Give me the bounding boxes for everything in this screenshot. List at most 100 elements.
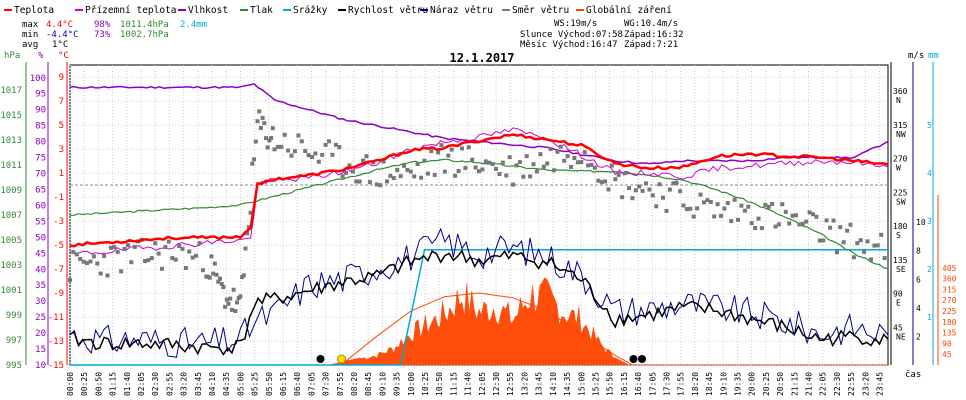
x-tick-label: 06:40 xyxy=(293,372,302,396)
wind-direction-point xyxy=(395,168,400,172)
x-tick-label: 02:05 xyxy=(137,372,146,396)
y-tick-percent: 95 xyxy=(35,90,46,100)
x-tick-label: 00:50 xyxy=(94,372,103,396)
x-tick-label: 20:25 xyxy=(762,372,771,396)
wind-direction-point xyxy=(548,147,553,151)
x-tick-label: 09:35 xyxy=(393,372,402,396)
info-sunrise: Slunce Východ:07:58 xyxy=(520,30,623,40)
wind-direction-point xyxy=(102,253,107,258)
wind-direction-point xyxy=(644,181,648,186)
wind-direction-point xyxy=(821,238,826,243)
wind-direction-point xyxy=(207,275,212,280)
wind-direction-point xyxy=(279,144,284,149)
y-tick-direction: 270 xyxy=(893,155,908,164)
y-tick-celsius: -9 xyxy=(53,289,64,299)
wind-direction-point xyxy=(466,145,471,150)
x-tick-label: 02:30 xyxy=(151,372,160,396)
x-tick-label: 10:25 xyxy=(421,372,430,396)
y-tick-radiation: 270 xyxy=(942,296,957,305)
wind-direction-point xyxy=(562,158,567,163)
wind-direction-point xyxy=(436,150,441,155)
wind-direction-point xyxy=(616,172,621,177)
wind-direction-point xyxy=(623,171,628,175)
wind-direction-point xyxy=(173,257,178,262)
y-tick-direction: 225 xyxy=(893,188,908,197)
y-tick-hpa: 999 xyxy=(6,311,22,321)
stat-min-pressure: 1002.7hPa xyxy=(120,30,169,40)
wind-direction-point xyxy=(715,202,720,207)
wind-direction-point xyxy=(657,182,662,187)
x-tick-label: 07:30 xyxy=(322,372,331,396)
wind-direction-point xyxy=(831,218,836,223)
y-tick-hpa: 1013 xyxy=(0,136,22,146)
wind-direction-point xyxy=(456,169,461,173)
wind-direction-point xyxy=(824,218,829,223)
info-moonset: Západ:7:21 xyxy=(624,40,678,50)
wind-direction-point xyxy=(68,278,72,282)
wind-direction-point xyxy=(613,177,618,182)
wind-direction-point xyxy=(834,250,839,255)
wind-direction-point xyxy=(872,243,877,248)
x-tick-label: 13:45 xyxy=(535,372,544,396)
wind-direction-point xyxy=(664,208,669,213)
axis-unit-celsius: °C xyxy=(58,51,69,61)
series-wind-speed xyxy=(69,249,889,356)
series-temperature xyxy=(69,133,889,248)
wind-direction-point xyxy=(105,273,110,278)
x-tick-label: 01:15 xyxy=(109,372,118,396)
stat-max-rain: 2.4mm xyxy=(180,20,207,30)
wind-direction-point xyxy=(555,149,560,154)
wind-direction-point xyxy=(582,150,587,155)
axis-unit-hpa: hPa xyxy=(4,51,20,61)
wind-direction-point xyxy=(98,271,103,276)
y-tick-radiation: 45 xyxy=(942,350,952,359)
wind-direction-point xyxy=(851,255,856,260)
y-tick-direction-label: SW xyxy=(896,197,906,206)
y-tick-direction: 90 xyxy=(893,290,903,299)
y-tick-radiation: 225 xyxy=(942,307,957,316)
wind-direction-point xyxy=(742,208,747,213)
y-tick-radiation: 405 xyxy=(942,264,957,273)
y-tick-celsius: 5 xyxy=(59,121,64,131)
x-tick-label: 20:00 xyxy=(748,372,757,396)
stat-max-pressure: 1011.4hPa xyxy=(120,20,169,30)
wind-direction-point xyxy=(422,158,427,163)
wind-direction-point xyxy=(166,239,171,244)
wind-direction-point xyxy=(780,202,785,207)
wind-direction-point xyxy=(391,176,396,181)
wind-direction-point xyxy=(599,180,604,185)
x-tick-label: 16:40 xyxy=(634,372,643,396)
x-tick-label: 15:50 xyxy=(606,372,615,396)
wind-direction-point xyxy=(671,181,676,186)
y-tick-celsius: -11 xyxy=(48,313,64,323)
legend: Teplota Přízemní teplota Vlhkost Tlak Sr… xyxy=(4,5,672,16)
wind-direction-point xyxy=(627,186,631,191)
moonrise-marker-icon xyxy=(638,355,647,363)
wind-direction-point xyxy=(226,301,231,306)
wind-direction-point xyxy=(221,285,226,290)
y-tick-radiation: 360 xyxy=(942,275,957,284)
wind-direction-point xyxy=(212,261,217,266)
wind-direction-point xyxy=(258,126,263,130)
y-tick-celsius: 1 xyxy=(59,169,64,179)
wind-direction-point xyxy=(299,139,304,144)
x-tick-label: 07:05 xyxy=(307,372,316,396)
wind-direction-point xyxy=(371,160,376,165)
wind-direction-point xyxy=(337,145,342,150)
wind-direction-point xyxy=(691,214,696,219)
x-tick-label: 05:25 xyxy=(251,372,260,396)
y-tick-rain: 4 xyxy=(927,169,932,178)
wind-direction-point xyxy=(429,149,434,154)
wind-direction-point xyxy=(814,214,819,219)
wind-direction-point xyxy=(637,184,642,189)
wind-direction-point xyxy=(732,197,737,202)
x-tick-label: 20:50 xyxy=(776,372,785,396)
wind-direction-point xyxy=(143,259,147,263)
wind-direction-point xyxy=(255,119,260,124)
wind-direction-point xyxy=(688,206,693,211)
wind-direction-point xyxy=(855,241,860,246)
wind-direction-point xyxy=(845,228,850,233)
wind-direction-point xyxy=(74,252,79,257)
